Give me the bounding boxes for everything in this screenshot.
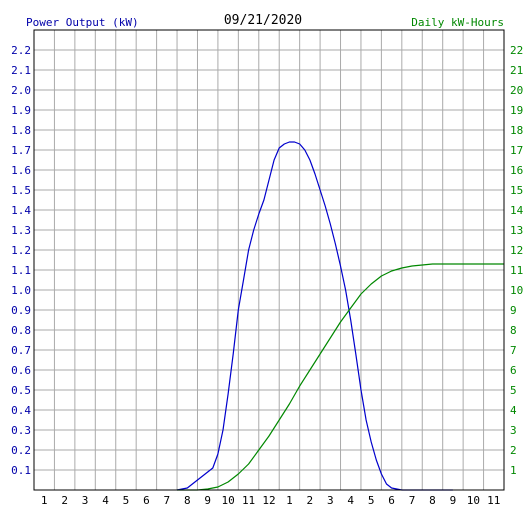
right-tick-label: 3 [510,424,517,437]
left-tick-label: 2.0 [11,84,31,97]
right-axis-label: Daily kW-Hours [411,16,504,29]
right-tick-label: 6 [510,364,517,377]
right-tick-label: 14 [510,204,524,217]
right-tick-label: 21 [510,64,523,77]
right-tick-label: 11 [510,264,523,277]
right-tick-label: 2 [510,444,517,457]
right-tick-label: 18 [510,124,523,137]
left-tick-label: 1.9 [11,104,31,117]
energy-series-line [177,263,504,491]
right-tick-label: 19 [510,104,523,117]
left-tick-label: 1.8 [11,124,31,137]
right-tick-label: 16 [510,164,523,177]
right-tick-label: 9 [510,304,517,317]
right-tick-label: 5 [510,384,517,397]
left-tick-label: 0.1 [11,464,31,477]
x-tick-label: 10 [222,494,235,507]
left-tick-label: 1.1 [11,264,31,277]
x-tick-label: 7 [164,494,171,507]
x-tick-label: 7 [409,494,416,507]
left-tick-label: 2.1 [11,64,31,77]
right-tick-label: 4 [510,404,517,417]
left-tick-label: 1.6 [11,164,31,177]
left-tick-label: 1.4 [11,204,31,217]
x-tick-label: 11 [242,494,255,507]
left-tick-label: 1.2 [11,244,31,257]
x-tick-label: 8 [184,494,191,507]
right-tick-label: 22 [510,44,523,57]
right-tick-label: 1 [510,464,517,477]
x-tick-label: 5 [123,494,130,507]
right-tick-label: 8 [510,324,517,337]
x-tick-label: 11 [487,494,500,507]
right-tick-label: 7 [510,344,517,357]
x-tick-label: 3 [82,494,89,507]
x-tick-label: 4 [102,494,109,507]
x-tick-label: 10 [467,494,480,507]
right-tick-label: 13 [510,224,523,237]
left-tick-label: 0.9 [11,304,31,317]
left-tick-label: 0.6 [11,364,31,377]
x-tick-label: 9 [450,494,457,507]
left-tick-label: 0.4 [11,404,31,417]
left-tick-label: 0.7 [11,344,31,357]
right-tick-label: 17 [510,144,523,157]
x-tick-label: 2 [307,494,314,507]
x-tick-label: 5 [368,494,375,507]
grid [34,30,504,490]
x-tick-label: 3 [327,494,334,507]
left-tick-label: 0.5 [11,384,31,397]
x-tick-label: 6 [143,494,150,507]
right-tick-label: 20 [510,84,523,97]
x-tick-label: 8 [429,494,436,507]
x-tick-label: 1 [286,494,293,507]
x-tick-label: 9 [204,494,211,507]
x-tick-label: 4 [347,494,354,507]
left-axis-label: Power Output (kW) [26,16,139,29]
plot-frame [33,29,505,491]
x-tick-label: 6 [388,494,395,507]
left-axis-ticks: 0.1 0.2 0.3 0.4 0.5 0.6 0.7 0.8 0.9 1.0 1.1 1.2 1.3 1… [11,44,31,477]
left-tick-label: 1.7 [11,144,31,157]
right-tick-label: 12 [510,244,523,257]
right-tick-label: 10 [510,284,523,297]
left-tick-label: 0.3 [11,424,31,437]
x-axis-ticks: 1 2 3 4 5 6 7 8 9 10 11 12 1 2 3 4 5 6 7 8 9 10 11 [41,494,501,507]
chart-title: 09/21/2020 [224,13,302,28]
left-tick-label: 0.2 [11,444,31,457]
left-tick-label: 1.0 [11,284,31,297]
right-tick-label: 15 [510,184,523,197]
x-tick-label: 2 [61,494,68,507]
x-tick-label: 1 [41,494,48,507]
left-tick-label: 1.3 [11,224,31,237]
left-tick-label: 1.5 [11,184,31,197]
x-tick-label: 12 [262,494,275,507]
left-tick-label: 0.8 [11,324,31,337]
left-tick-label: 2.2 [11,44,31,57]
